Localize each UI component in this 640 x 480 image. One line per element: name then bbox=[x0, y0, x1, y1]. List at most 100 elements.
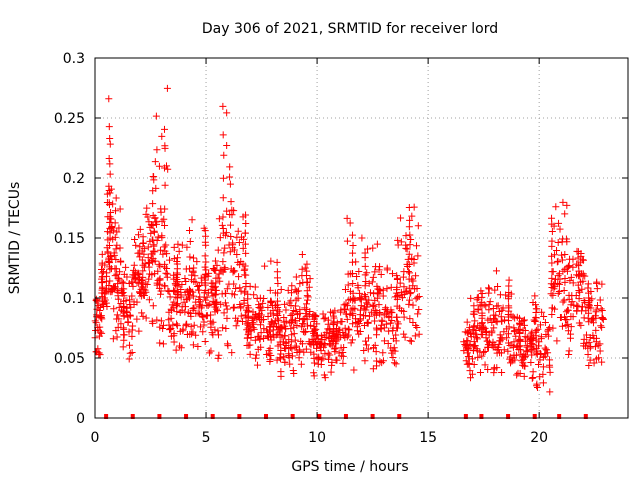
data-point bbox=[139, 312, 147, 320]
data-point bbox=[192, 278, 200, 286]
data-point bbox=[191, 272, 199, 280]
data-point bbox=[376, 358, 384, 366]
baseline-marker bbox=[397, 414, 402, 419]
data-point bbox=[226, 180, 234, 188]
data-point bbox=[483, 328, 491, 336]
data-point bbox=[414, 310, 422, 318]
data-point bbox=[380, 337, 388, 345]
data-point bbox=[215, 351, 223, 359]
data-point bbox=[244, 321, 252, 329]
data-point bbox=[493, 364, 501, 372]
data-point bbox=[102, 272, 110, 280]
data-point bbox=[116, 268, 124, 276]
data-point bbox=[115, 224, 123, 232]
data-point bbox=[299, 328, 307, 336]
data-point bbox=[332, 337, 340, 345]
data-point bbox=[400, 330, 408, 338]
data-point bbox=[235, 273, 243, 281]
data-point bbox=[223, 109, 231, 117]
data-point bbox=[579, 256, 587, 264]
data-point bbox=[158, 217, 166, 225]
data-point bbox=[546, 368, 554, 376]
data-point bbox=[294, 294, 302, 302]
data-point bbox=[153, 146, 161, 154]
data-point bbox=[318, 336, 326, 344]
data-point bbox=[152, 112, 160, 120]
data-point bbox=[209, 318, 217, 326]
data-point bbox=[574, 254, 582, 262]
data-point bbox=[397, 307, 405, 315]
data-point bbox=[136, 225, 144, 233]
data-point bbox=[134, 269, 142, 277]
data-point bbox=[466, 323, 474, 331]
data-point bbox=[187, 312, 195, 320]
data-point bbox=[181, 274, 189, 282]
data-point bbox=[96, 328, 104, 336]
data-point bbox=[230, 280, 238, 288]
data-point bbox=[486, 298, 494, 306]
data-point bbox=[327, 368, 335, 376]
data-point bbox=[213, 261, 221, 269]
data-point bbox=[240, 235, 248, 243]
data-point bbox=[406, 296, 414, 304]
data-point bbox=[218, 290, 226, 298]
data-point bbox=[491, 286, 499, 294]
data-point bbox=[393, 293, 401, 301]
data-point bbox=[412, 272, 420, 280]
data-point bbox=[285, 344, 293, 352]
data-point bbox=[560, 286, 568, 294]
data-point bbox=[414, 252, 422, 260]
data-point bbox=[267, 257, 275, 265]
data-point bbox=[582, 331, 590, 339]
data-point bbox=[405, 203, 413, 211]
grid-lines bbox=[95, 58, 628, 418]
data-point bbox=[183, 243, 191, 251]
data-point bbox=[408, 212, 416, 220]
data-point bbox=[551, 279, 559, 287]
data-point bbox=[570, 301, 578, 309]
data-point bbox=[221, 299, 229, 307]
data-point bbox=[304, 293, 312, 301]
data-point bbox=[145, 296, 153, 304]
data-point bbox=[369, 365, 377, 373]
data-point bbox=[189, 268, 197, 276]
x-tick-label: 5 bbox=[202, 430, 211, 446]
data-point bbox=[156, 280, 164, 288]
y-tick-label: 0.1 bbox=[63, 291, 85, 307]
data-point bbox=[345, 326, 353, 334]
data-point bbox=[162, 269, 170, 277]
data-point bbox=[556, 225, 564, 233]
data-point bbox=[202, 258, 210, 266]
data-point bbox=[356, 295, 364, 303]
data-point bbox=[565, 347, 573, 355]
data-point bbox=[370, 302, 378, 310]
data-point bbox=[554, 238, 562, 246]
data-point bbox=[106, 277, 114, 285]
data-point bbox=[485, 289, 493, 297]
data-point bbox=[331, 348, 339, 356]
data-point bbox=[98, 265, 106, 273]
data-point bbox=[277, 368, 285, 376]
data-point bbox=[249, 314, 257, 322]
data-point bbox=[336, 326, 344, 334]
data-point bbox=[145, 259, 153, 267]
data-point bbox=[485, 285, 493, 293]
data-point bbox=[539, 370, 547, 378]
data-point bbox=[484, 316, 492, 324]
data-point bbox=[298, 340, 306, 348]
data-point bbox=[310, 369, 318, 377]
data-point bbox=[539, 363, 547, 371]
data-point bbox=[533, 344, 541, 352]
data-point bbox=[186, 287, 194, 295]
data-point bbox=[491, 343, 499, 351]
data-points bbox=[91, 84, 607, 396]
data-point bbox=[126, 341, 134, 349]
data-point bbox=[257, 303, 265, 311]
data-point bbox=[163, 273, 171, 281]
data-point bbox=[211, 326, 219, 334]
y-tick-label: 0.05 bbox=[54, 351, 85, 367]
data-point bbox=[186, 309, 194, 317]
data-point bbox=[264, 313, 272, 321]
data-point bbox=[225, 241, 233, 249]
data-point bbox=[564, 262, 572, 270]
